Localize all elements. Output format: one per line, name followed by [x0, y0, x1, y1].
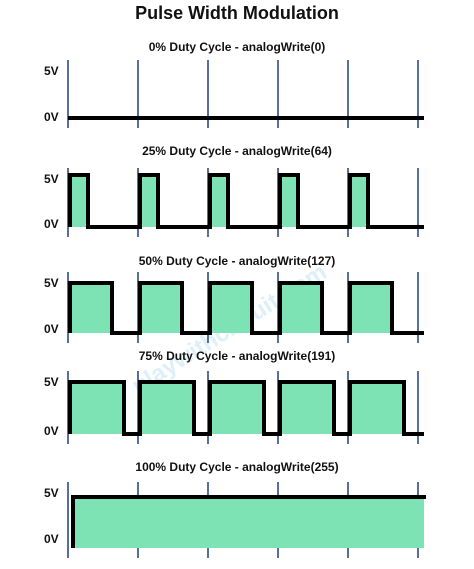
caption: 75% Duty Cycle - analogWrite(191)	[139, 349, 336, 363]
pulse-fill	[350, 382, 404, 434]
signal	[68, 281, 424, 335]
level-label: 0V	[44, 110, 59, 124]
level-label: 0V	[44, 532, 59, 546]
level-label: 5V	[44, 375, 59, 389]
level-label: 5V	[44, 64, 59, 78]
pulse-fill	[70, 382, 124, 434]
level-label: 0V	[44, 424, 59, 438]
caption: 100% Duty Cycle - analogWrite(255)	[135, 460, 338, 474]
level-label: 5V	[44, 172, 59, 186]
title: Pulse Width Modulation	[135, 3, 339, 23]
level-label: 0V	[44, 322, 59, 336]
pulse-fill	[140, 175, 158, 227]
signal	[68, 380, 424, 436]
pulse-fill	[280, 283, 322, 333]
signal	[68, 173, 424, 229]
pulse-fill	[70, 283, 112, 333]
pulse-fill	[280, 175, 298, 227]
pulse-fill	[210, 175, 228, 227]
pulse-fill	[140, 283, 182, 333]
pulse-fill	[280, 382, 334, 434]
caption: 50% Duty Cycle - analogWrite(127)	[139, 254, 336, 268]
pulse-fill	[210, 283, 252, 333]
caption: 25% Duty Cycle - analogWrite(64)	[142, 144, 332, 158]
pulse-fill	[350, 283, 392, 333]
pulse-fill	[73, 497, 424, 548]
level-label: 5V	[44, 486, 59, 500]
pulse-fill	[70, 175, 88, 227]
caption: 0% Duty Cycle - analogWrite(0)	[149, 40, 325, 54]
signal	[71, 495, 426, 548]
level-label: 0V	[44, 217, 59, 231]
pulse-fill	[210, 382, 264, 434]
pulse-fill	[350, 175, 368, 227]
pulse-fill	[140, 382, 194, 434]
level-label: 5V	[44, 276, 59, 290]
